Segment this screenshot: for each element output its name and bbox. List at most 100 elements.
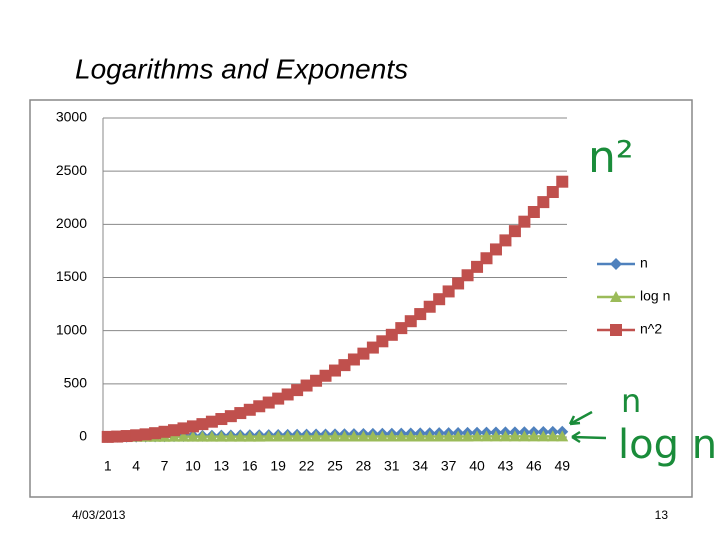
y-tick-label: 2000 — [56, 215, 87, 231]
marker — [433, 430, 446, 442]
x-tick-label: 40 — [469, 458, 485, 474]
y-tick-label: 1000 — [56, 321, 87, 337]
marker — [205, 430, 218, 442]
annotation: n² — [588, 132, 634, 183]
marker — [111, 430, 124, 443]
marker — [546, 430, 559, 442]
marker — [395, 430, 408, 442]
marker — [310, 430, 323, 442]
footer-date: 4/03/2013 — [72, 508, 126, 522]
marker — [139, 428, 152, 441]
marker — [347, 430, 360, 442]
marker — [262, 430, 275, 442]
marker — [385, 430, 398, 442]
x-tick-label: 4 — [132, 458, 140, 474]
x-tick-label: 31 — [384, 458, 400, 474]
marker — [149, 427, 162, 440]
marker — [423, 300, 436, 313]
marker — [537, 430, 550, 442]
marker — [357, 430, 370, 442]
marker — [395, 322, 408, 335]
marker — [186, 420, 199, 433]
y-tick-label: 1500 — [56, 268, 87, 284]
marker — [518, 215, 531, 228]
marker — [215, 430, 228, 442]
x-tick-label: 25 — [327, 458, 343, 474]
x-tick-label: 1 — [104, 458, 112, 474]
x-tick-label: 49 — [554, 458, 570, 474]
y-tick-label: 3000 — [56, 109, 87, 125]
marker — [452, 430, 465, 442]
y-tick-label: 2500 — [56, 162, 87, 178]
marker — [158, 425, 171, 438]
x-tick-label: 37 — [441, 458, 457, 474]
marker — [414, 430, 427, 442]
x-tick-label: 46 — [526, 458, 542, 474]
marker — [300, 379, 313, 392]
marker — [243, 403, 256, 416]
x-tick-label: 19 — [270, 458, 286, 474]
y-tick-label: 0 — [79, 428, 87, 444]
marker — [537, 196, 550, 209]
marker — [329, 364, 341, 377]
marker — [357, 347, 370, 360]
legend-label: n^2 — [640, 321, 662, 337]
chart-title: Logarithms and Exponents — [75, 53, 408, 84]
marker — [281, 388, 294, 401]
marker — [338, 359, 351, 372]
arrow — [568, 410, 593, 426]
x-tick-label: 10 — [185, 458, 201, 474]
marker — [215, 413, 228, 426]
marker — [442, 285, 455, 298]
marker — [272, 430, 285, 442]
marker — [527, 205, 540, 218]
marker — [243, 430, 256, 442]
marker — [120, 430, 133, 443]
x-tick-label: 28 — [356, 458, 372, 474]
marker — [489, 430, 502, 442]
marker — [300, 430, 313, 442]
legend-label: n — [640, 255, 648, 271]
marker — [186, 430, 199, 442]
x-tick-label: 16 — [242, 458, 258, 474]
marker — [338, 430, 351, 442]
marker — [508, 430, 521, 442]
marker — [366, 430, 379, 442]
marker — [310, 374, 323, 387]
x-tick-label: 22 — [299, 458, 315, 474]
marker — [414, 308, 427, 321]
marker — [489, 243, 502, 256]
annotation: log n — [618, 422, 717, 468]
marker — [130, 429, 143, 442]
marker — [177, 430, 190, 442]
marker — [224, 410, 237, 423]
marker — [101, 430, 114, 443]
marker — [253, 400, 266, 413]
marker — [205, 415, 218, 428]
marker — [272, 392, 285, 405]
marker — [610, 291, 622, 302]
marker — [319, 369, 332, 382]
marker — [461, 269, 474, 282]
marker — [556, 175, 569, 188]
marker — [329, 430, 341, 442]
arrow — [571, 430, 607, 444]
x-tick-label: 7 — [161, 458, 169, 474]
marker — [404, 315, 417, 328]
marker — [234, 430, 247, 442]
marker — [224, 430, 237, 442]
marker — [234, 407, 247, 420]
x-tick-label: 43 — [498, 458, 514, 474]
marker — [480, 252, 493, 265]
marker — [168, 424, 181, 437]
marker — [480, 430, 493, 442]
x-tick-label: 34 — [412, 458, 428, 474]
annotation: n — [621, 382, 641, 420]
marker — [471, 260, 484, 273]
marker — [366, 341, 379, 354]
marker — [376, 430, 389, 442]
marker — [527, 430, 540, 442]
legend-label: log n — [640, 288, 670, 304]
marker — [404, 430, 417, 442]
